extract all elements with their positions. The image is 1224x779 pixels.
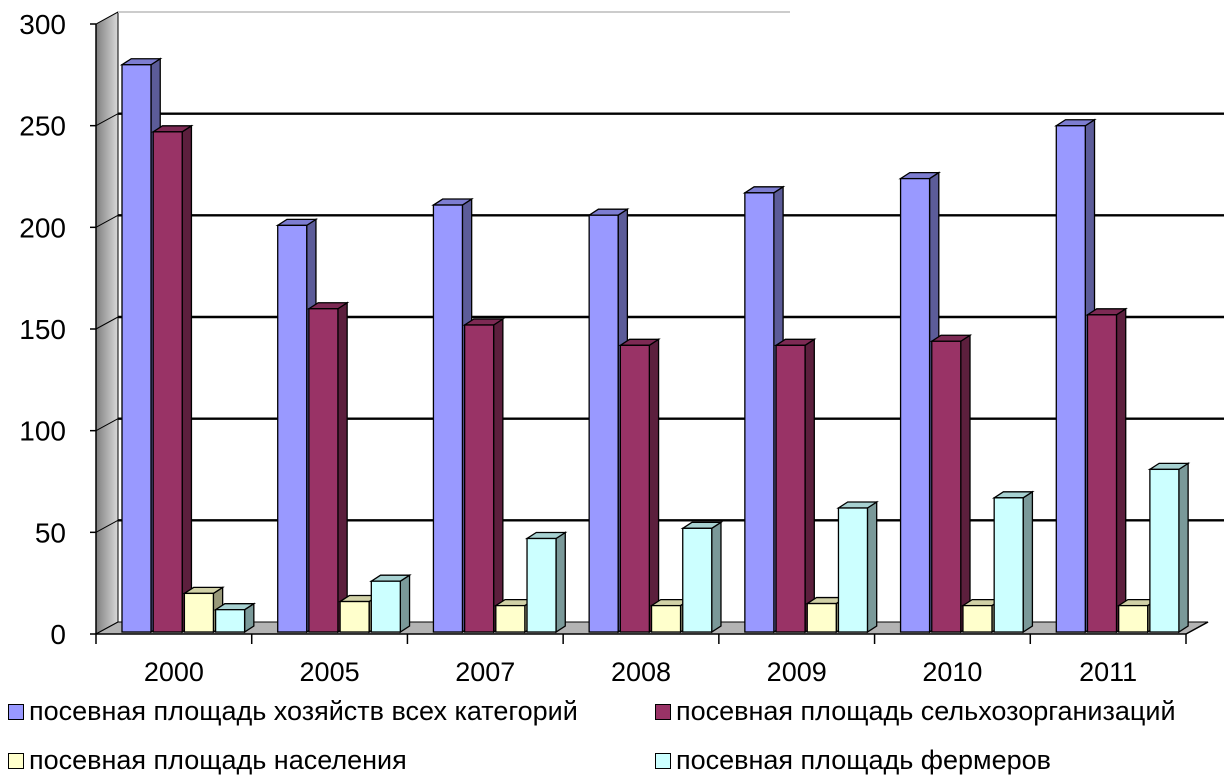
x-axis-depth-line — [1185, 621, 1209, 635]
bar — [462, 317, 506, 634]
bar-front — [931, 340, 962, 633]
bar-side — [711, 521, 722, 634]
legend-label: посевная площадь населения — [29, 745, 407, 775]
bar-front — [899, 177, 931, 633]
bar-front — [619, 344, 650, 633]
bar — [991, 490, 1035, 634]
bar — [306, 301, 350, 634]
bar — [929, 334, 973, 634]
bar — [524, 531, 568, 634]
bar — [1147, 462, 1191, 634]
bar-side — [648, 338, 660, 634]
bar-side — [492, 317, 504, 634]
bar-front — [526, 537, 557, 633]
x-tick-label: 2011 — [1079, 657, 1137, 687]
legend-label: посевная площадь хозяйств всех категорий — [29, 696, 578, 726]
legend-item-farmers: посевная площадь фермеров — [655, 745, 1051, 776]
x-tick-label: 2005 — [300, 657, 360, 687]
bar-front — [308, 308, 339, 633]
legend-label: посевная площадь фермеров — [676, 745, 1051, 775]
bar-side — [866, 500, 878, 634]
x-tick-label: 2008 — [611, 657, 671, 687]
legend-swatch — [655, 703, 671, 720]
gridlines — [95, 112, 1224, 533]
bar-front — [744, 192, 775, 633]
bar-side — [181, 124, 193, 634]
bar-front — [1086, 314, 1118, 633]
bar-side — [1178, 462, 1189, 634]
bar-side — [1022, 490, 1034, 634]
legend-swatch — [8, 703, 24, 720]
legend-swatch — [8, 752, 24, 769]
y-tick-label: 300 — [19, 9, 66, 40]
bar-side — [960, 334, 971, 634]
bar — [369, 574, 412, 634]
bar-front — [993, 497, 1024, 633]
bar — [213, 602, 257, 634]
bar-front — [339, 600, 370, 633]
bar — [836, 500, 879, 634]
x-axis: 2000 2005 2007 2008 2009 2010 2011 — [95, 621, 1209, 687]
x-tick-label: 2010 — [922, 657, 982, 687]
y-axis: 0 50 100 150 200 250 300 — [19, 9, 97, 650]
legend: посевная площадь хозяйств всех категорий… — [0, 690, 1224, 779]
legend-label: посевная площадь сельхозорганизаций — [676, 696, 1176, 726]
bar-side — [337, 301, 348, 634]
y-tick-label: 100 — [19, 416, 66, 447]
bar — [680, 521, 724, 634]
gridline-side — [95, 519, 119, 533]
bar — [773, 338, 817, 634]
legend-item-agri-orgs: посевная площадь сельхозорганизаций — [655, 696, 1176, 727]
gridline-side — [95, 113, 119, 127]
bar-front — [806, 602, 837, 633]
bar-front — [152, 131, 183, 633]
bar — [431, 197, 474, 634]
bar-front — [432, 204, 464, 633]
bar-front — [495, 604, 526, 633]
legend-item-all-categories: посевная площадь хозяйств всех категорий — [8, 696, 578, 727]
y-tick-label: 150 — [19, 314, 66, 345]
bar-front — [214, 609, 246, 633]
bar-front — [463, 324, 495, 633]
y-tick-label: 0 — [50, 619, 66, 650]
bar-front — [1118, 604, 1149, 633]
x-tick-label: 2007 — [455, 657, 515, 687]
bar-front — [837, 507, 869, 633]
bar-front — [370, 580, 401, 633]
bar-front — [121, 64, 152, 633]
bar-side — [804, 338, 815, 634]
legend-item-population: посевная площадь населения — [8, 745, 407, 776]
y-tick-label: 50 — [35, 517, 66, 548]
bar-side — [555, 531, 566, 634]
y-tick-label: 250 — [19, 111, 66, 142]
bar-front — [1055, 125, 1086, 633]
bar-side — [1115, 307, 1127, 634]
bar-side — [399, 574, 411, 634]
bars — [119, 57, 1191, 634]
bar-front — [775, 344, 806, 633]
legend-swatch — [655, 752, 671, 769]
bar-front — [588, 214, 619, 633]
bar — [151, 124, 194, 634]
bar — [618, 338, 661, 634]
gridline-side — [95, 418, 119, 432]
bar-front — [682, 527, 713, 633]
bar — [1085, 307, 1128, 634]
gridline-side — [95, 316, 119, 330]
bar-front — [183, 592, 215, 633]
x-tick-label: 2000 — [144, 657, 204, 687]
bar-front — [1149, 468, 1180, 633]
y-tick-label: 200 — [19, 212, 66, 243]
gridline-side — [95, 214, 119, 228]
x-tick-label: 2009 — [767, 657, 827, 687]
bar-front — [650, 604, 682, 633]
bar-front — [962, 604, 993, 633]
bar-front — [277, 224, 308, 633]
